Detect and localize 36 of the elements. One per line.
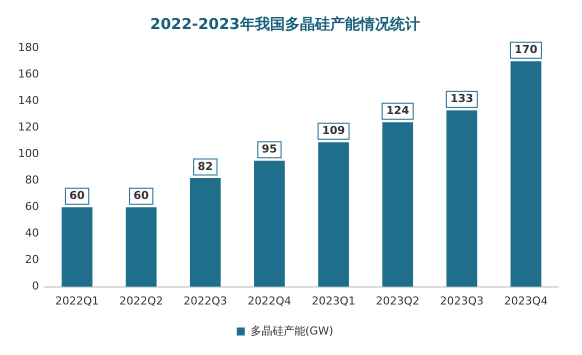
bar [510, 61, 542, 287]
data-label: 60 [69, 189, 86, 202]
bar [254, 160, 285, 287]
data-label: 60 [134, 189, 150, 202]
y-tick-label: 20 [24, 253, 39, 266]
y-tick-label: 120 [18, 120, 39, 134]
bar [318, 142, 349, 287]
y-tick-label: 60 [24, 200, 39, 214]
chart-title: 2022-2023年我国多晶硅产能情况统计 [150, 14, 420, 33]
y-tick-label: 80 [24, 174, 39, 187]
legend-label: 多晶硅产能(GW) [250, 324, 334, 338]
x-tick-label: 2022Q4 [248, 294, 292, 308]
y-tick-label: 0 [32, 280, 39, 293]
y-tick-label: 100 [18, 146, 39, 160]
y-tick-label: 160 [18, 67, 39, 80]
data-label: 124 [386, 104, 410, 118]
x-tick-label: 2022Q3 [183, 294, 228, 308]
x-tick-label: 2023Q4 [504, 294, 548, 308]
bar [126, 207, 157, 287]
data-label: 95 [262, 142, 278, 156]
bar [446, 110, 478, 287]
data-label: 133 [450, 92, 474, 106]
x-tick-label: 2022Q1 [55, 294, 99, 308]
x-tick-label: 2023Q3 [440, 294, 484, 308]
y-tick-label: 180 [18, 40, 39, 54]
x-tick-label: 2023Q2 [376, 294, 420, 308]
data-label: 109 [322, 124, 346, 138]
y-tick-label: 40 [24, 226, 39, 240]
x-tick-label: 2022Q2 [119, 294, 164, 308]
y-tick-label: 140 [18, 94, 39, 107]
bar [62, 207, 92, 287]
x-tick-label: 2023Q1 [312, 294, 356, 308]
data-label: 82 [198, 160, 213, 173]
bar [382, 122, 414, 287]
data-label: 170 [514, 43, 538, 56]
bar [190, 178, 221, 287]
